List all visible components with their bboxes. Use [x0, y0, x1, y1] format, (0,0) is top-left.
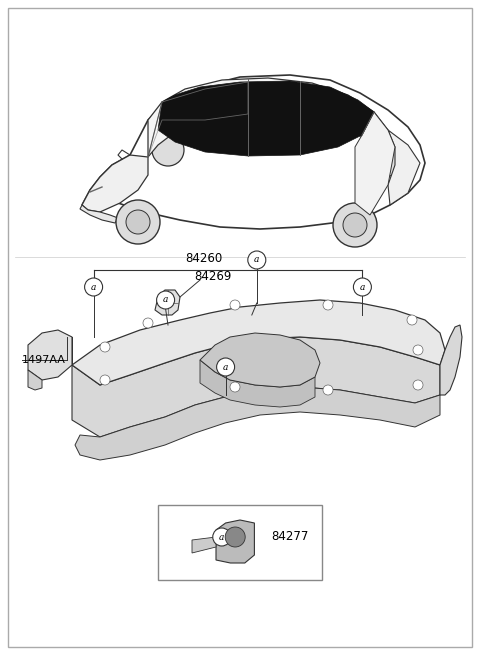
Polygon shape	[80, 205, 118, 223]
Circle shape	[413, 380, 423, 390]
Circle shape	[343, 213, 367, 237]
Circle shape	[248, 251, 266, 269]
Circle shape	[323, 385, 333, 395]
Polygon shape	[388, 130, 420, 205]
Polygon shape	[192, 537, 216, 553]
Polygon shape	[72, 337, 440, 437]
Text: 84260: 84260	[185, 252, 222, 265]
Circle shape	[225, 527, 245, 547]
Text: a: a	[360, 282, 365, 291]
Text: a: a	[91, 282, 96, 291]
Polygon shape	[158, 81, 374, 156]
Text: 84269: 84269	[194, 270, 232, 283]
Polygon shape	[148, 78, 388, 157]
Circle shape	[407, 315, 417, 325]
Polygon shape	[82, 155, 148, 212]
Circle shape	[413, 345, 423, 355]
Text: 1497AA: 1497AA	[22, 355, 65, 365]
Polygon shape	[72, 300, 445, 385]
Text: a: a	[219, 533, 225, 542]
Polygon shape	[82, 75, 425, 229]
Circle shape	[370, 140, 406, 176]
Text: a: a	[254, 255, 260, 265]
Circle shape	[143, 318, 153, 328]
FancyBboxPatch shape	[158, 505, 322, 580]
Polygon shape	[200, 333, 320, 387]
Polygon shape	[216, 520, 254, 563]
Circle shape	[116, 200, 160, 244]
Text: 84277: 84277	[271, 531, 309, 544]
Circle shape	[100, 342, 110, 352]
Circle shape	[230, 382, 240, 392]
Circle shape	[230, 300, 240, 310]
Polygon shape	[28, 330, 72, 380]
Polygon shape	[355, 112, 395, 215]
Circle shape	[126, 210, 150, 234]
Circle shape	[156, 291, 175, 309]
Polygon shape	[75, 387, 440, 460]
Circle shape	[353, 278, 372, 296]
Polygon shape	[440, 325, 462, 395]
Circle shape	[100, 375, 110, 385]
Circle shape	[333, 203, 377, 247]
Circle shape	[323, 300, 333, 310]
Circle shape	[216, 358, 235, 376]
Circle shape	[152, 134, 184, 166]
Circle shape	[84, 278, 103, 296]
Text: a: a	[223, 362, 228, 371]
Circle shape	[213, 528, 231, 546]
Polygon shape	[155, 290, 180, 315]
Polygon shape	[28, 370, 42, 390]
Text: a: a	[163, 295, 168, 305]
Polygon shape	[200, 360, 315, 407]
